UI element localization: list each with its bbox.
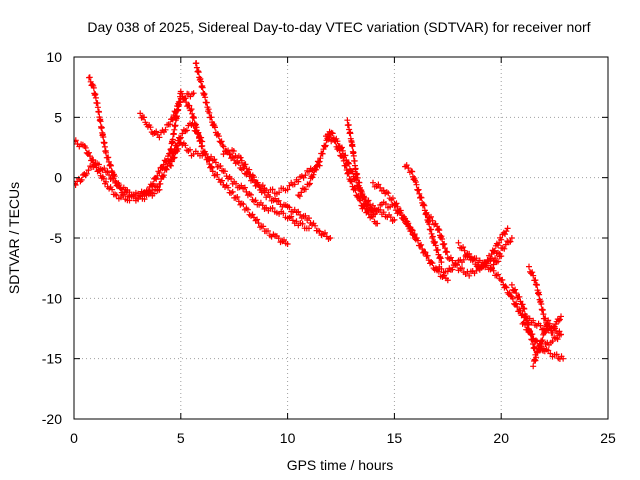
x-tick-label: 5: [177, 430, 185, 446]
data-series: [344, 117, 379, 218]
data-point-markers: [220, 147, 323, 197]
y-tick-label: -5: [50, 230, 63, 246]
y-tick-label: 10: [46, 49, 62, 65]
y-tick-label: -10: [42, 290, 62, 306]
data-series: [86, 74, 163, 204]
data-series: [487, 265, 547, 333]
y-axis-label: SDTVAR / TECUs: [6, 182, 22, 294]
y-tick-label: -20: [42, 411, 62, 427]
data-layer: [74, 60, 567, 370]
x-tick-label: 20: [493, 430, 509, 446]
chart-title: Day 038 of 2025, Sidereal Day-to-day VTE…: [87, 19, 590, 35]
data-series: [526, 263, 565, 336]
data-point-markers: [487, 265, 547, 333]
x-tick-label: 0: [70, 430, 78, 446]
data-series: [530, 317, 565, 370]
data-point-markers: [455, 225, 511, 273]
data-series: [167, 139, 312, 232]
data-series: [137, 90, 197, 141]
x-tick-label: 25: [600, 430, 616, 446]
data-point-markers: [519, 319, 567, 362]
y-tick-label: 0: [54, 170, 62, 186]
y-tick-label: 5: [54, 109, 62, 125]
data-series: [192, 60, 334, 242]
data-point-markers: [192, 60, 334, 242]
data-point-markers: [530, 317, 565, 370]
data-series: [519, 319, 567, 362]
x-tick-label: 15: [387, 430, 403, 446]
x-axis-label: GPS time / hours: [287, 457, 394, 473]
data-point-markers: [526, 263, 565, 336]
x-tick-label: 10: [280, 430, 296, 446]
y-tick-label: -15: [42, 351, 62, 367]
data-point-markers: [167, 139, 312, 232]
ticks: 0 5 10 15 20 25 -20 -15 -10 -5 0 5 10: [42, 49, 616, 446]
data-point-markers: [344, 117, 379, 218]
data-point-markers: [86, 74, 163, 204]
data-point-markers: [137, 90, 197, 141]
data-series: [455, 225, 511, 273]
data-series: [220, 147, 323, 197]
